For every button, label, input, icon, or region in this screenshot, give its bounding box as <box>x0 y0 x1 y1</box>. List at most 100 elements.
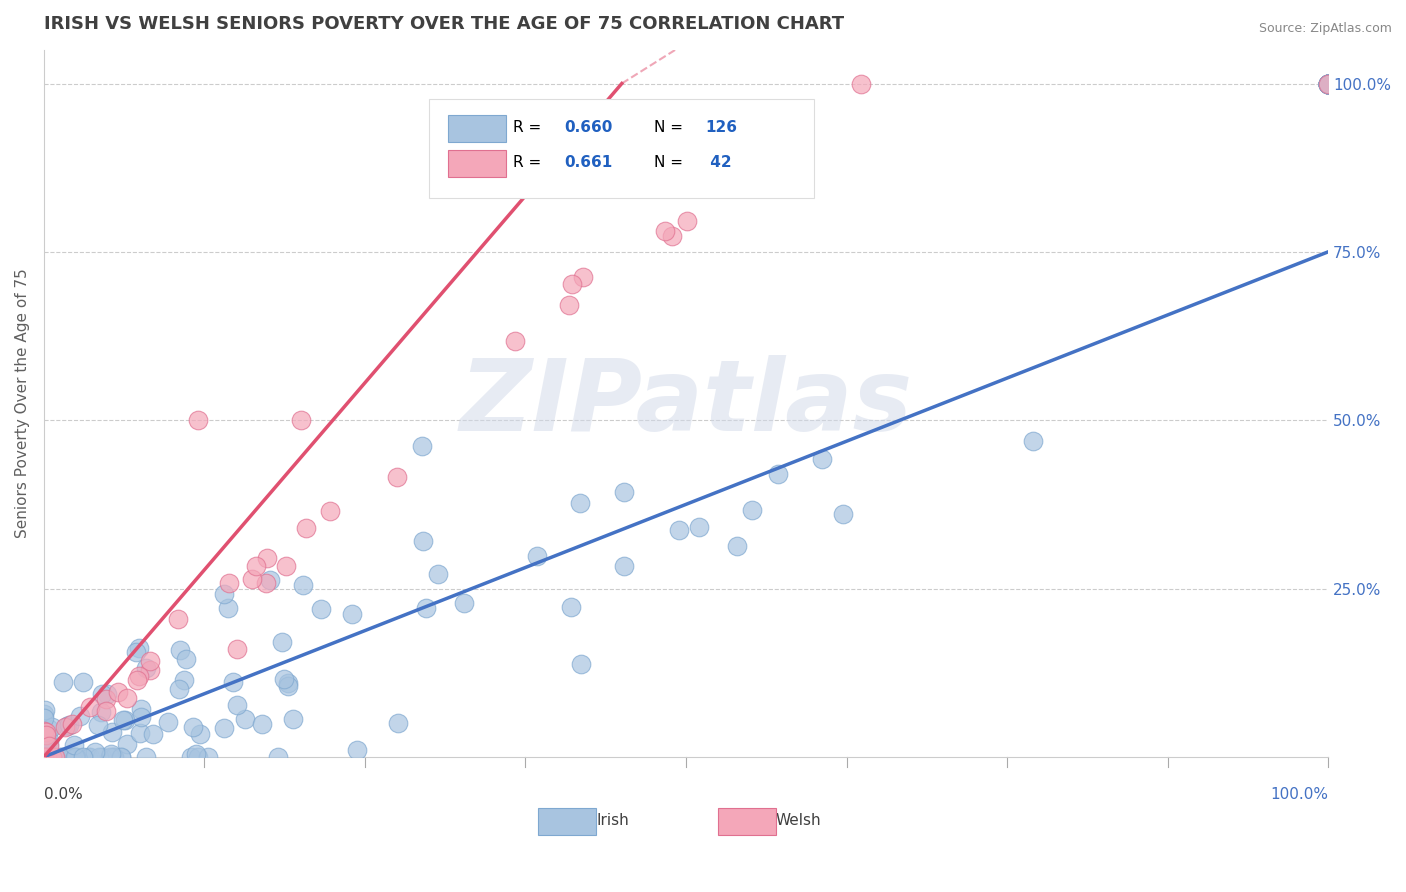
Irish <box>79 749 101 764</box>
Irish <box>197 749 219 764</box>
Irish <box>114 713 136 727</box>
Text: Irish: Irish <box>596 813 628 828</box>
Irish <box>1317 77 1340 91</box>
Irish <box>427 566 450 581</box>
Irish <box>72 675 94 690</box>
Irish <box>60 749 83 764</box>
Welsh <box>35 728 58 742</box>
Welsh <box>79 700 101 714</box>
Irish <box>411 439 433 453</box>
Irish <box>87 717 110 731</box>
Text: 42: 42 <box>706 155 733 170</box>
Welsh <box>654 224 676 238</box>
Welsh <box>1317 77 1340 91</box>
Irish <box>125 645 148 659</box>
Irish <box>34 749 56 764</box>
Irish <box>32 744 55 758</box>
Irish <box>65 749 87 764</box>
Welsh <box>558 298 581 312</box>
Irish <box>34 703 56 717</box>
Welsh <box>117 691 139 706</box>
Irish <box>35 749 58 764</box>
Welsh <box>94 691 117 706</box>
Welsh <box>34 725 56 739</box>
Irish <box>34 743 56 757</box>
Text: IRISH VS WELSH SENIORS POVERTY OVER THE AGE OF 75 CORRELATION CHART: IRISH VS WELSH SENIORS POVERTY OVER THE … <box>44 15 844 33</box>
Welsh <box>38 739 60 753</box>
Irish <box>1317 77 1340 91</box>
Welsh <box>166 612 188 626</box>
Irish <box>87 749 110 764</box>
Irish <box>128 641 150 656</box>
Irish <box>271 635 294 649</box>
Irish <box>1317 77 1340 91</box>
Irish <box>1317 77 1340 91</box>
Irish <box>1317 77 1340 91</box>
Irish <box>222 674 245 689</box>
Irish <box>103 749 125 764</box>
Irish <box>526 549 548 563</box>
Irish <box>277 676 299 690</box>
Irish <box>98 749 121 764</box>
Irish <box>58 718 80 732</box>
Irish <box>77 749 100 764</box>
Irish <box>129 702 152 716</box>
Irish <box>346 743 368 757</box>
Irish <box>1317 77 1340 91</box>
Welsh <box>41 749 63 764</box>
Irish <box>32 711 55 725</box>
Irish <box>174 652 197 666</box>
Irish <box>101 724 124 739</box>
Irish <box>69 708 91 723</box>
Welsh <box>242 572 264 586</box>
Irish <box>63 738 86 752</box>
Irish <box>32 706 55 721</box>
Irish <box>217 601 239 615</box>
Text: Source: ZipAtlas.com: Source: ZipAtlas.com <box>1258 22 1392 36</box>
Irish <box>1022 434 1045 448</box>
Welsh <box>849 77 872 91</box>
Welsh <box>294 521 316 535</box>
Welsh <box>187 413 209 427</box>
Irish <box>89 705 111 719</box>
Irish <box>41 720 63 734</box>
Irish <box>34 749 56 764</box>
Welsh <box>245 559 267 574</box>
FancyBboxPatch shape <box>449 115 506 142</box>
Irish <box>157 714 180 729</box>
Text: 0.0%: 0.0% <box>44 788 83 802</box>
Irish <box>187 749 209 764</box>
Irish <box>56 749 79 764</box>
Y-axis label: Seniors Poverty Over the Age of 75: Seniors Poverty Over the Age of 75 <box>15 268 30 538</box>
Irish <box>688 519 710 533</box>
Welsh <box>675 214 697 228</box>
Welsh <box>256 550 278 565</box>
Irish <box>1317 77 1340 91</box>
Irish <box>340 607 363 622</box>
Irish <box>560 599 582 614</box>
Irish <box>832 508 855 522</box>
Irish <box>188 727 211 741</box>
Welsh <box>274 559 297 574</box>
Irish <box>569 657 592 672</box>
Irish <box>91 688 114 702</box>
Welsh <box>44 749 66 764</box>
Irish <box>291 578 314 592</box>
Welsh <box>319 504 342 518</box>
Irish <box>101 749 124 764</box>
Irish <box>1317 77 1340 91</box>
Irish <box>186 747 208 762</box>
Welsh <box>138 654 160 668</box>
Welsh <box>37 749 59 764</box>
Text: Welsh: Welsh <box>776 813 821 828</box>
Text: R =: R = <box>513 120 541 135</box>
Welsh <box>290 413 312 427</box>
Irish <box>180 749 202 764</box>
Irish <box>233 712 256 726</box>
Irish <box>1317 77 1340 91</box>
Welsh <box>571 270 593 285</box>
Welsh <box>218 575 240 590</box>
Irish <box>100 747 122 761</box>
Irish <box>173 673 195 688</box>
Irish <box>84 745 107 759</box>
